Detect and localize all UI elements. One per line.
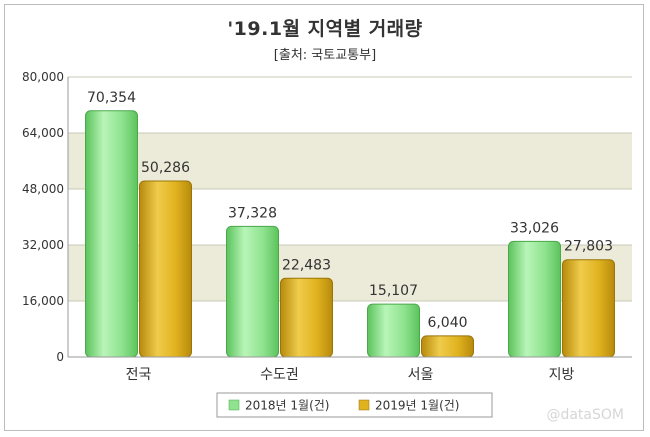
data-labels: 70,354 50,286 37,328 22,483 15,107 6,040 33,02… xyxy=(87,90,613,331)
y-tick-label: 32,000 xyxy=(22,238,64,252)
bar-2018 xyxy=(508,240,561,358)
x-tick-label: 전국 xyxy=(126,367,152,383)
legend-label: 2019년 1월(건) xyxy=(375,399,459,413)
y-tick-label: 0 xyxy=(56,350,64,364)
data-label: 22,483 xyxy=(282,257,331,273)
y-tick-label: 64,000 xyxy=(22,126,64,140)
data-label: 27,803 xyxy=(564,239,613,255)
legend: 2018년 1월(건) 2019년 1월(건) xyxy=(216,392,493,418)
legend-swatch xyxy=(228,399,240,411)
bar-2019 xyxy=(139,180,192,358)
bar-2019 xyxy=(562,259,615,358)
legend-label: 2018년 1월(건) xyxy=(245,399,329,413)
data-label: 70,354 xyxy=(87,90,136,106)
bar-2019 xyxy=(421,335,474,358)
data-label: 50,286 xyxy=(141,160,190,176)
data-label: 33,026 xyxy=(510,220,559,236)
bars xyxy=(85,110,615,358)
bar-2018 xyxy=(367,303,420,358)
data-label: 15,107 xyxy=(369,283,418,299)
x-tick-label: 지방 xyxy=(549,367,575,383)
plot-band xyxy=(68,77,632,133)
y-axis: 0 16,000 32,000 48,000 64,000 80,000 xyxy=(22,70,69,364)
legend-box xyxy=(216,392,493,418)
chart-subtitle: [출처: 국토교통부] xyxy=(273,48,377,63)
x-axis: 전국 수도권 서울 지방 xyxy=(68,356,632,383)
x-tick-label: 서울 xyxy=(408,367,434,383)
legend-swatch xyxy=(358,399,370,411)
data-label: 37,328 xyxy=(228,205,277,221)
y-tick-label: 48,000 xyxy=(22,182,64,196)
bar-2018 xyxy=(226,225,279,358)
data-label: 6,040 xyxy=(427,315,467,331)
watermark: @dataSOM xyxy=(546,407,624,423)
plot-band xyxy=(68,133,632,189)
bar-2018 xyxy=(85,110,138,358)
chart-title: '19.1월 지역별 거래량 xyxy=(227,18,423,40)
x-tick-label: 수도권 xyxy=(260,367,299,383)
y-tick-label: 16,000 xyxy=(22,294,64,308)
bar-2019 xyxy=(280,277,333,358)
y-tick-label: 80,000 xyxy=(22,70,64,84)
